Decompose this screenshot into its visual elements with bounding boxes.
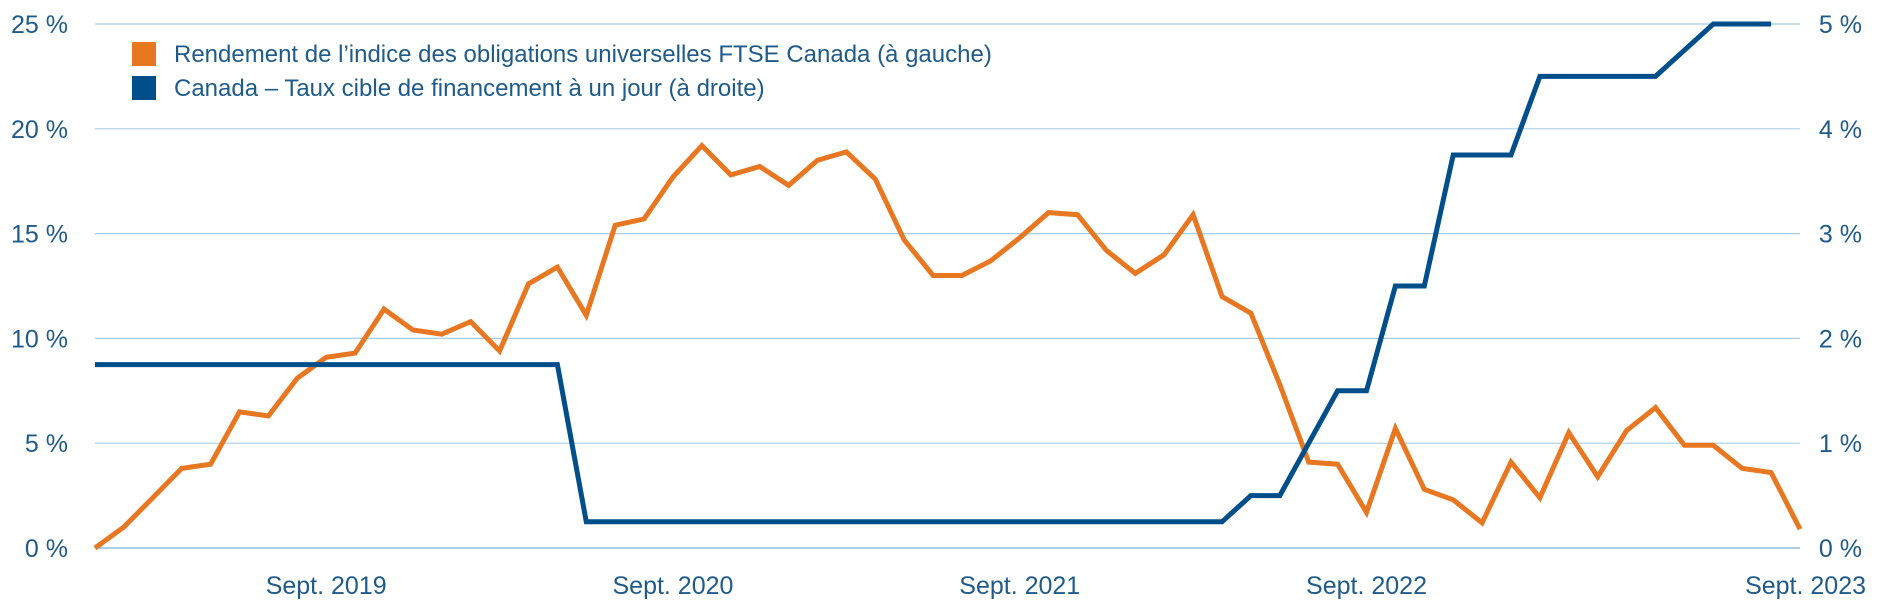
y-axis-left: 0 % 5 % 10 % 15 % 20 % 25 % xyxy=(11,11,68,563)
x-tick-label: Sept. 2023 xyxy=(1745,572,1866,600)
y-right-tick-label: 2 % xyxy=(1819,325,1862,353)
x-tick-label: Sept. 2022 xyxy=(1306,572,1427,600)
y-left-tick-label: 10 % xyxy=(11,325,68,353)
y-right-tick-label: 3 % xyxy=(1819,221,1862,249)
y-right-tick-label: 1 % xyxy=(1819,430,1862,458)
y-right-tick-label: 0 % xyxy=(1819,535,1862,563)
x-axis: Sept. 2019 Sept. 2020 Sept. 2021 Sept. 2022… xyxy=(266,572,1866,600)
y-left-tick-label: 20 % xyxy=(11,116,68,144)
y-right-tick-label: 5 % xyxy=(1819,11,1862,39)
series-line-bond-index-yield xyxy=(93,141,1803,551)
legend-label: Canada – Taux cible de financement à un … xyxy=(174,75,765,102)
x-tick-label: Sept. 2019 xyxy=(266,572,387,600)
y-right-tick-label: 4 % xyxy=(1819,116,1862,144)
series-lines xyxy=(93,21,1803,551)
y-axis-right: 0 % 1 % 2 % 3 % 4 % 5 % xyxy=(1819,11,1862,563)
legend-swatch xyxy=(132,76,156,100)
y-left-tick-label: 15 % xyxy=(11,221,68,249)
x-tick-label: Sept. 2021 xyxy=(959,572,1080,600)
x-tick-label: Sept. 2020 xyxy=(612,572,733,600)
y-left-tick-label: 5 % xyxy=(25,430,68,458)
legend: Rendement de l’indice des obligations un… xyxy=(132,41,992,102)
legend-label: Rendement de l’indice des obligations un… xyxy=(174,41,992,68)
gridlines xyxy=(95,23,1800,549)
y-left-tick-label: 25 % xyxy=(11,11,68,39)
legend-swatch xyxy=(132,42,156,66)
y-left-tick-label: 0 % xyxy=(25,535,68,563)
series-line-overnight-rate xyxy=(95,21,1772,525)
